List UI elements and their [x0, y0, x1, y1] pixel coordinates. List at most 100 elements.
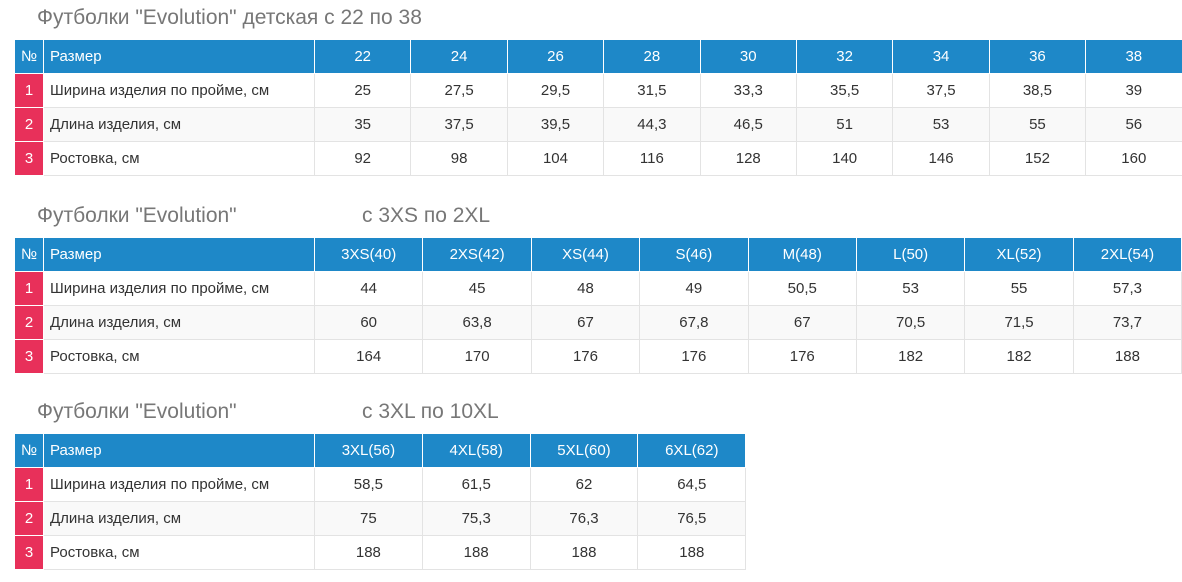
- row-label: Длина изделия, см: [43, 107, 315, 142]
- row-label: Размер: [43, 40, 315, 74]
- cell: 45: [422, 271, 532, 306]
- cell: 31,5: [603, 73, 701, 108]
- cell: 71,5: [964, 305, 1074, 340]
- row-label: Ростовка, см: [43, 141, 315, 176]
- cell: 176: [747, 339, 857, 374]
- table-row: 1 Ширина изделия по пройме, см 44 45 48 49 50,…: [14, 271, 1182, 306]
- cell: 50,5: [747, 271, 857, 306]
- cell: 2XS(42): [422, 238, 532, 272]
- cell: 188: [529, 535, 639, 570]
- cell: 2XL(54): [1072, 238, 1182, 272]
- cell: 55: [988, 107, 1087, 142]
- title-part: Футболки "Evolution": [37, 204, 237, 227]
- cell: 182: [855, 339, 966, 374]
- cell: 67: [747, 305, 857, 340]
- cell: 64,5: [637, 467, 747, 502]
- cell: S(46): [639, 238, 749, 272]
- cell: 164: [313, 339, 424, 374]
- cell: 104: [506, 141, 605, 176]
- table-row: 3 Ростовка, см 164 170 176 176 176 182 182 188: [14, 339, 1182, 374]
- cell: 56: [1085, 107, 1182, 142]
- cell: 53: [855, 271, 966, 306]
- cell: 22: [313, 40, 412, 74]
- table-row: 1 Ширина изделия по пройме, см 58,5 61,5 62 6…: [14, 467, 747, 502]
- row-number: 1: [14, 467, 44, 502]
- cell: 70,5: [855, 305, 966, 340]
- cell: 92: [313, 141, 412, 176]
- row-label: Длина изделия, см: [43, 305, 315, 340]
- cell: 73,7: [1072, 305, 1182, 340]
- title-part: с 3XL по 10XL: [362, 400, 499, 423]
- cell: 67,8: [639, 305, 749, 340]
- cell: 32: [795, 40, 894, 74]
- cell: XL(52): [964, 238, 1074, 272]
- table-row: 3 Ростовка, см 188 188 188 188: [14, 535, 747, 570]
- cell: 60: [313, 305, 424, 340]
- cell: 44: [313, 271, 424, 306]
- header-row: № Размер 3XL(56) 4XL(58) 5XL(60) 6XL(62): [14, 434, 747, 468]
- cell: 182: [964, 339, 1074, 374]
- cell: 6XL(62): [637, 434, 747, 468]
- row-number: №: [14, 434, 44, 468]
- cell: 38,5: [988, 73, 1087, 108]
- title-part: Футболки "Evolution": [37, 400, 237, 423]
- row-number: 2: [14, 501, 44, 536]
- cell: 39,5: [506, 107, 605, 142]
- cell: 188: [314, 535, 423, 570]
- cell: 38: [1085, 40, 1182, 74]
- cell: 46,5: [699, 107, 797, 142]
- cell: XS(44): [530, 238, 641, 272]
- cell: 67: [530, 305, 641, 340]
- row-number: 2: [14, 305, 44, 340]
- cell: 44,3: [603, 107, 701, 142]
- cell: M(48): [747, 238, 857, 272]
- cell: 146: [892, 141, 990, 176]
- cell: 57,3: [1072, 271, 1182, 306]
- table-row: 2 Длина изделия, см 35 37,5 39,5 44,3 46,5 51 53…: [14, 107, 1182, 142]
- row-number: 1: [14, 271, 44, 306]
- row-label: Размер: [43, 238, 315, 272]
- cell: 26: [506, 40, 605, 74]
- cell: 3XS(40): [313, 238, 424, 272]
- cell: 34: [892, 40, 990, 74]
- cell: 49: [639, 271, 749, 306]
- cell: 24: [410, 40, 508, 74]
- cell: 75,3: [421, 501, 531, 536]
- size-table: № Размер 3XS(40) 2XS(42) XS(44) S(46) M(48) L(5…: [14, 238, 1182, 374]
- cell: 53: [892, 107, 990, 142]
- cell: 39: [1085, 73, 1182, 108]
- cell: 25: [313, 73, 412, 108]
- cell: 27,5: [410, 73, 508, 108]
- table-row: 3 Ростовка, см 92 98 104 116 128 140 146 152 160: [14, 141, 1182, 176]
- cell: 55: [964, 271, 1074, 306]
- cell: 76,3: [529, 501, 639, 536]
- cell: 75: [314, 501, 423, 536]
- cell: 29,5: [506, 73, 605, 108]
- cell: 35,5: [795, 73, 894, 108]
- table-row: 2 Длина изделия, см 60 63,8 67 67,8 67 70,5 71,5…: [14, 305, 1182, 340]
- row-number: 3: [14, 535, 44, 570]
- cell: L(50): [855, 238, 966, 272]
- row-number: 3: [14, 141, 44, 176]
- size-table: № Размер 3XL(56) 4XL(58) 5XL(60) 6XL(62) 1 Шири…: [14, 434, 747, 570]
- cell: 28: [603, 40, 701, 74]
- cell: 188: [637, 535, 747, 570]
- row-label: Ширина изделия по пройме, см: [43, 271, 315, 306]
- cell: 128: [699, 141, 797, 176]
- cell: 76,5: [637, 501, 747, 536]
- cell: 188: [421, 535, 531, 570]
- table-row: 1 Ширина изделия по пройме, см 25 27,5 29,5 3…: [14, 73, 1182, 108]
- row-label: Ростовка, см: [43, 535, 315, 570]
- row-number: №: [14, 40, 44, 74]
- cell: 63,8: [422, 305, 532, 340]
- row-number: 1: [14, 73, 44, 108]
- cell: 176: [530, 339, 641, 374]
- header-row: № Размер 3XS(40) 2XS(42) XS(44) S(46) M(48) L(5…: [14, 238, 1182, 272]
- row-label: Размер: [43, 434, 315, 468]
- cell: 51: [795, 107, 894, 142]
- cell: 116: [603, 141, 701, 176]
- cell: 35: [313, 107, 412, 142]
- cell: 33,3: [699, 73, 797, 108]
- title-part: Футболки "Evolution" детская с 22 по 38: [37, 6, 422, 29]
